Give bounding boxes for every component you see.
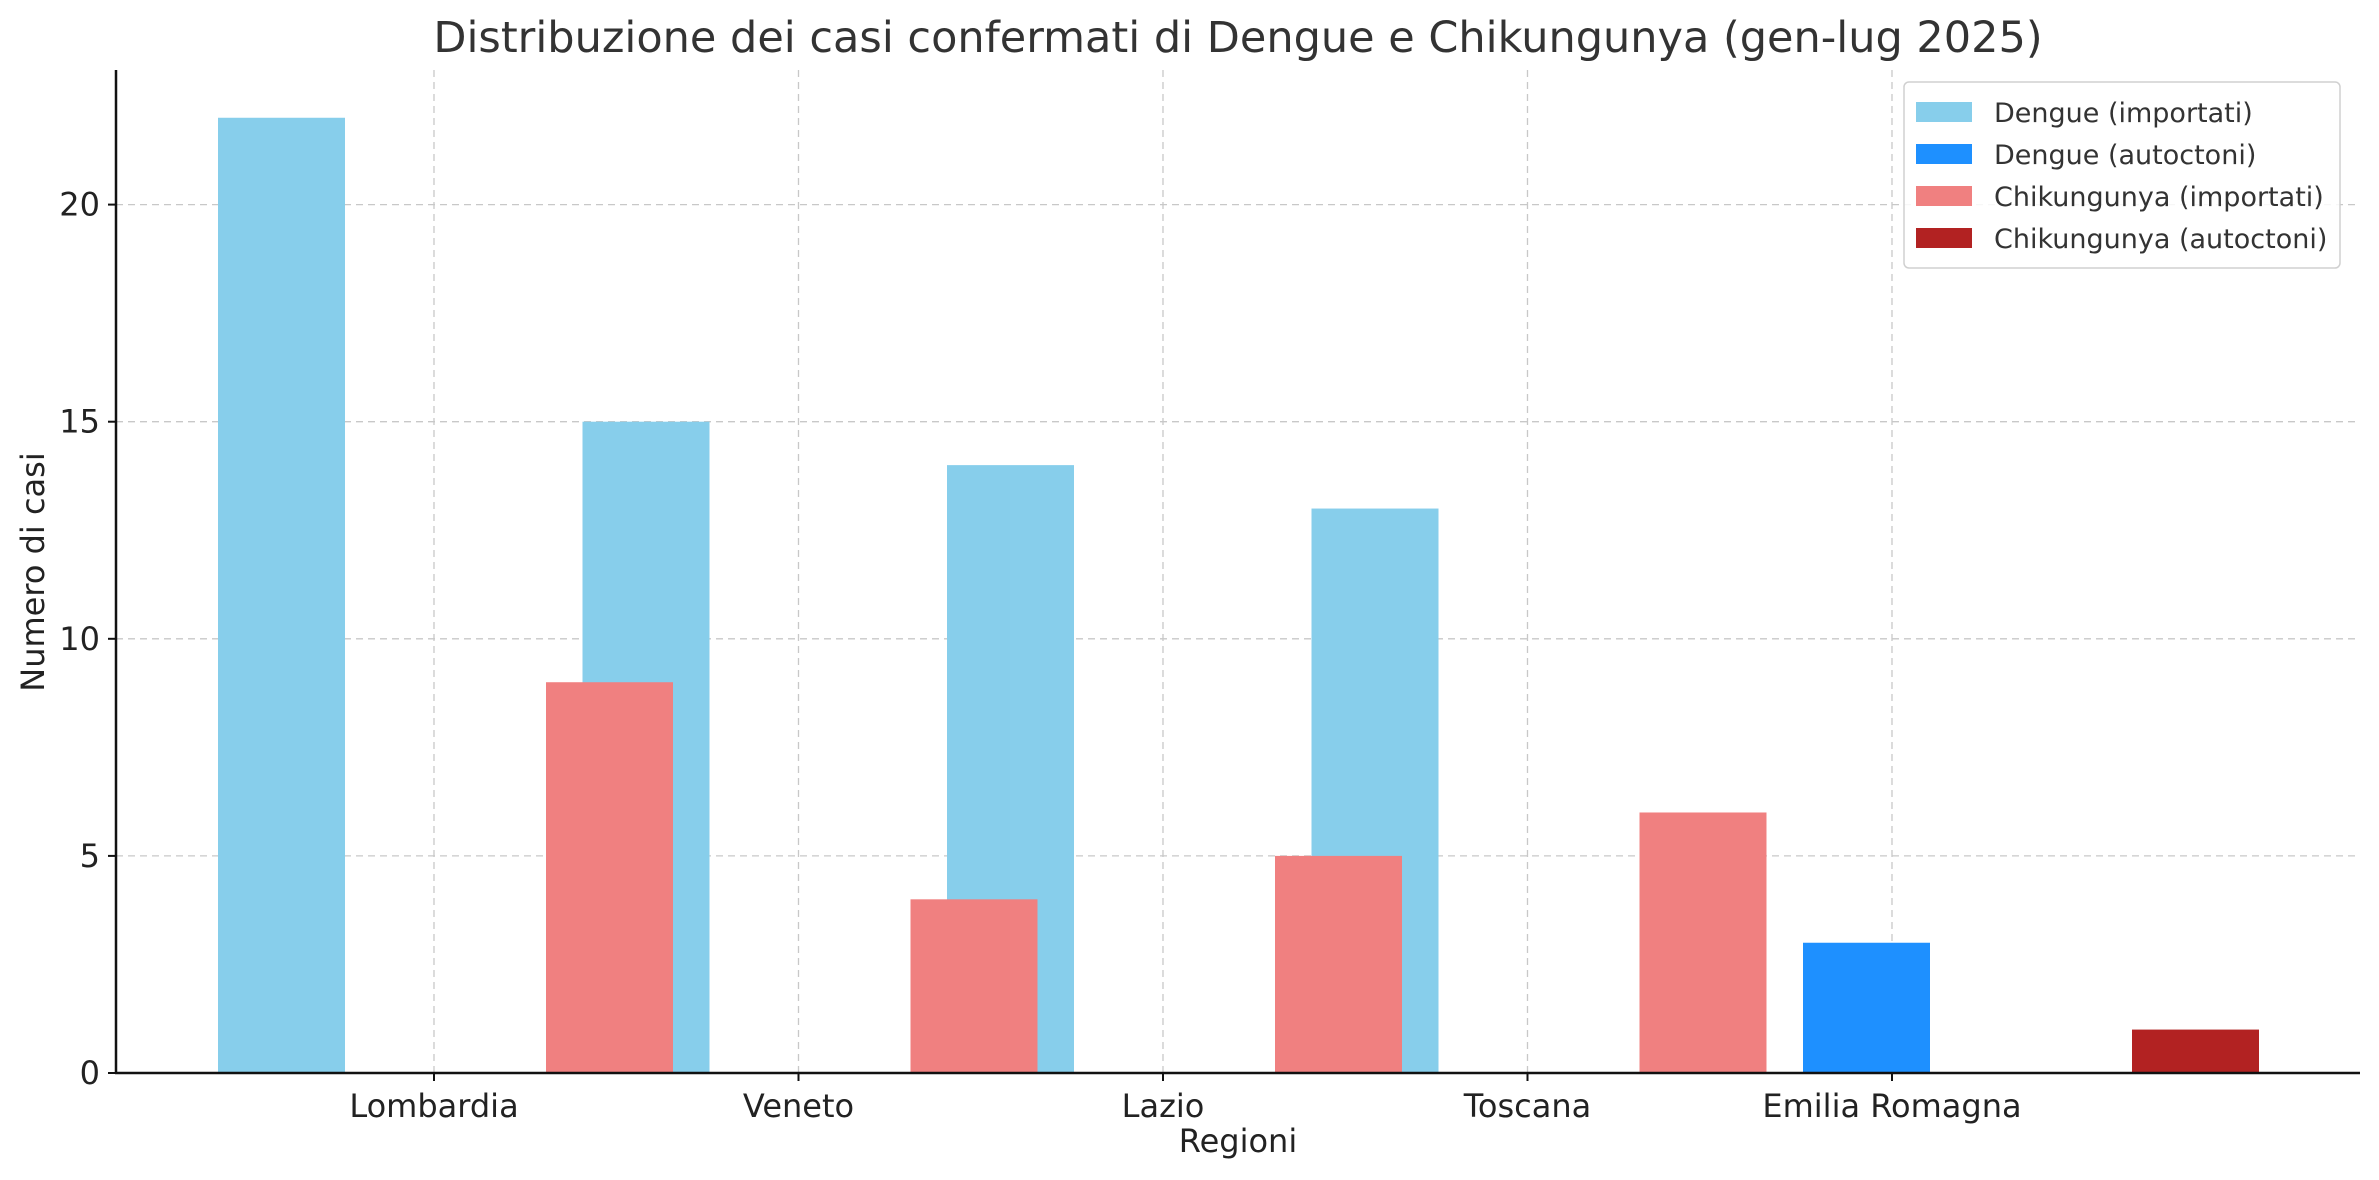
- legend-swatch: [1916, 102, 1972, 122]
- bar-chikungunya-importati-veneto: [910, 899, 1038, 1073]
- chart-title: Distribuzione dei casi confermati di Den…: [433, 13, 2042, 63]
- legend: Dengue (importati) Dengue (autoctoni) Chik…: [1903, 81, 2341, 269]
- tick-labels: 0 5 10 15 20 Lombardia Veneto Lazio Toscana Emili…: [59, 186, 2021, 1125]
- bar-chikungunya-importati-toscana: [1639, 812, 1767, 1073]
- bar-chikungunya-importati-lazio: [1275, 855, 1402, 1073]
- y-axis-label: Numero di casi: [14, 452, 52, 691]
- x-tick-label: Lazio: [1122, 1087, 1205, 1125]
- legend-swatch: [1916, 228, 1972, 248]
- legend-label: Chikungunya (importati): [1994, 182, 2324, 213]
- y-tick-label: 20: [59, 186, 100, 224]
- y-tick-label: 0: [80, 1054, 100, 1092]
- y-tick-label: 10: [59, 620, 100, 658]
- legend-label: Dengue (autoctoni): [1994, 140, 2256, 171]
- bar-chikungunya-importati-lombardia: [546, 682, 673, 1073]
- bar-chikungunya-autoctoni-emilia-romagna: [2132, 1029, 2259, 1073]
- x-axis-label: Regioni: [1179, 1122, 1297, 1160]
- legend-label: Chikungunya (autoctoni): [1994, 224, 2327, 255]
- bar-dengue-importati-lombardia: [218, 117, 345, 1073]
- y-tick-label: 5: [80, 837, 100, 875]
- x-tick-label: Emilia Romagna: [1762, 1087, 2021, 1125]
- legend-box: [1903, 81, 2341, 269]
- grid-lines: [116, 70, 2360, 1073]
- x-tick-label: Toscana: [1463, 1087, 1591, 1125]
- bars: [218, 117, 2259, 1073]
- y-tick-label: 15: [59, 403, 100, 441]
- axes: [114, 70, 2360, 1075]
- legend-swatch: [1916, 186, 1972, 206]
- x-tick-label: Veneto: [743, 1087, 854, 1125]
- x-tick-label: Lombardia: [349, 1087, 518, 1125]
- legend-label: Dengue (importati): [1994, 98, 2253, 129]
- bar-dengue-autoctoni-emilia-romagna: [1803, 942, 1930, 1073]
- legend-swatch: [1916, 144, 1972, 164]
